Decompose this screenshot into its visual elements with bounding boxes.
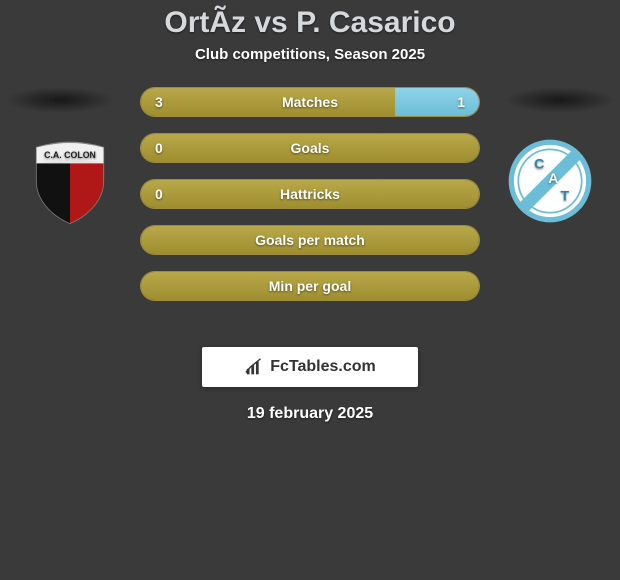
team-left-crest: C.A. COLON <box>26 137 114 225</box>
stat-row-goals: 0 Goals <box>140 133 480 163</box>
stat-label: Goals <box>141 140 479 156</box>
crest-left-text: C.A. COLON <box>44 150 96 160</box>
bar-chart-icon <box>244 356 266 378</box>
svg-text:C: C <box>534 156 544 172</box>
team-right-crest: C A T <box>506 137 594 225</box>
stat-row-gpm: Goals per match <box>140 225 480 255</box>
svg-text:T: T <box>561 187 570 203</box>
svg-text:A: A <box>548 170 558 186</box>
stat-val-right: 1 <box>457 94 465 110</box>
shadow-right <box>505 87 615 113</box>
stats-list: 3 Matches 1 0 Goals 0 Hattricks Goals pe… <box>140 87 480 301</box>
date-text: 19 february 2025 <box>0 405 620 423</box>
stat-label: Hattricks <box>141 186 479 202</box>
stat-label: Matches <box>141 94 479 110</box>
comparison-area: C.A. COLON C A T 3 Matches 1 0 Goals <box>0 87 620 327</box>
branding-badge[interactable]: FcTables.com <box>202 347 418 387</box>
page-subtitle: Club competitions, Season 2025 <box>0 46 620 63</box>
stat-row-hattricks: 0 Hattricks <box>140 179 480 209</box>
stat-row-mpg: Min per goal <box>140 271 480 301</box>
shadow-left <box>5 87 115 113</box>
page-title: OrtÃ­z vs P. Casarico <box>0 6 620 40</box>
branding-text: FcTables.com <box>270 358 376 376</box>
stat-label: Goals per match <box>141 232 479 248</box>
stat-label: Min per goal <box>141 278 479 294</box>
stat-row-matches: 3 Matches 1 <box>140 87 480 117</box>
